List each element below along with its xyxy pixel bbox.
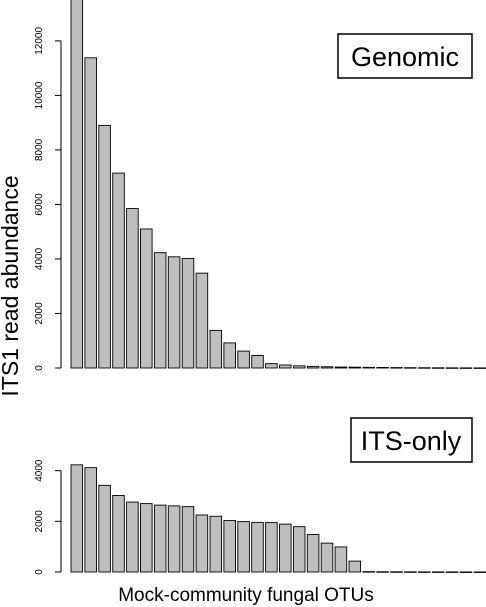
bar-genomic-28 [446, 368, 458, 369]
y-tick-label-its-only-0: 0 [34, 569, 45, 575]
bar-genomic-13 [238, 351, 250, 368]
bar-genomic-30 [474, 368, 486, 369]
bar-its-only-22 [363, 572, 375, 573]
bar-its-only-30 [474, 572, 486, 573]
bar-genomic-25 [405, 368, 417, 369]
legend-label-genomic: Genomic [351, 42, 459, 72]
bar-its-only-19 [321, 543, 333, 572]
bar-its-only-16 [280, 524, 292, 572]
bar-its-only-11 [210, 516, 222, 572]
y-tick-label-genomic-10000: 10000 [34, 81, 45, 109]
bar-its-only-5 [127, 502, 139, 572]
y-tick-label-genomic-12000: 12000 [34, 27, 45, 55]
y-tick-label-genomic-2000: 2000 [34, 302, 45, 325]
bar-its-only-9 [182, 507, 194, 572]
bar-its-only-21 [349, 561, 361, 572]
bar-genomic-29 [460, 368, 472, 369]
y-tick-label-genomic-8000: 8000 [34, 138, 45, 161]
bar-its-only-20 [335, 547, 347, 572]
bar-genomic-21 [349, 367, 361, 368]
bar-genomic-4 [113, 173, 125, 368]
bar-its-only-7 [154, 505, 166, 572]
bar-genomic-27 [432, 368, 444, 369]
bars-its-only [71, 465, 486, 573]
bar-its-only-1 [71, 465, 83, 572]
bar-its-only-17 [293, 527, 305, 572]
bar-its-only-18 [307, 535, 319, 572]
bar-genomic-20 [335, 367, 347, 368]
bar-genomic-2 [85, 58, 97, 368]
bar-its-only-10 [196, 515, 208, 572]
bar-genomic-9 [182, 258, 194, 368]
bar-genomic-26 [419, 368, 431, 369]
y-tick-label-genomic-4000: 4000 [34, 247, 45, 270]
bar-its-only-4 [113, 495, 125, 572]
bar-genomic-18 [307, 366, 319, 368]
bar-genomic-22 [363, 367, 375, 368]
y-tick-label-genomic-6000: 6000 [34, 193, 45, 216]
bar-its-only-6 [141, 504, 153, 572]
panel-its-only: 0 2000 4000 ITS-only [34, 418, 486, 575]
bar-its-only-28 [446, 572, 458, 573]
bar-genomic-14 [252, 355, 264, 368]
bar-genomic-5 [127, 209, 139, 368]
bar-its-only-25 [405, 572, 417, 573]
bar-its-only-26 [419, 572, 431, 573]
bar-genomic-12 [224, 343, 236, 368]
y-ticks-genomic: 0 2000 4000 6000 8000 10000 12000 [34, 27, 61, 371]
bar-genomic-16 [280, 365, 292, 368]
bar-its-only-29 [460, 572, 472, 573]
bar-genomic-8 [168, 257, 180, 368]
bar-genomic-17 [293, 366, 305, 368]
bar-genomic-3 [99, 125, 111, 368]
panel-genomic: 0 2000 4000 6000 8000 10000 12000 Genomic [34, 0, 486, 371]
bar-genomic-11 [210, 330, 222, 368]
y-tick-label-genomic-0: 0 [34, 365, 45, 371]
bar-genomic-24 [391, 368, 403, 369]
bar-its-only-23 [377, 572, 389, 573]
bar-its-only-12 [224, 521, 236, 572]
bar-its-only-13 [238, 522, 250, 572]
bar-genomic-15 [266, 364, 278, 368]
bar-its-only-8 [168, 506, 180, 572]
legend-label-its-only: ITS-only [361, 426, 462, 456]
bar-its-only-27 [432, 572, 444, 573]
y-tick-label-its-only-4000: 4000 [34, 459, 45, 482]
bar-genomic-6 [141, 229, 153, 368]
bar-genomic-7 [154, 253, 166, 368]
bar-its-only-15 [266, 523, 278, 572]
y-tick-label-its-only-2000: 2000 [34, 510, 45, 533]
bar-its-only-24 [391, 572, 403, 573]
bar-genomic-19 [321, 367, 333, 368]
bar-its-only-2 [85, 468, 97, 572]
y-ticks-its-only: 0 2000 4000 [34, 459, 61, 575]
bar-its-only-14 [252, 522, 264, 572]
bar-genomic-10 [196, 273, 208, 368]
y-axis-title: ITS1 read abundance [0, 175, 23, 396]
bar-genomic-1 [71, 0, 83, 368]
bar-genomic-23 [377, 367, 389, 368]
bar-its-only-3 [99, 485, 111, 572]
x-axis-title: Mock-community fungal OTUs [118, 585, 374, 606]
